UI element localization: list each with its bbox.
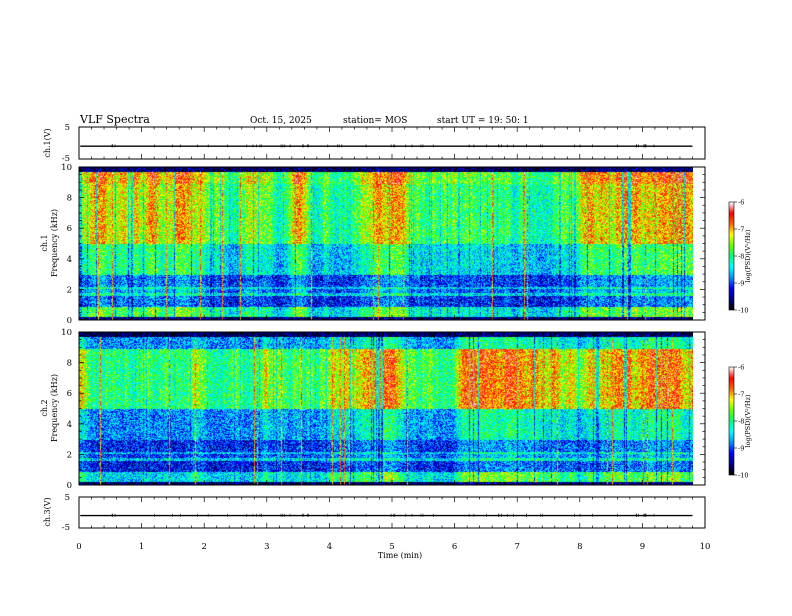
time-axis-label: Time (min) (378, 551, 422, 560)
time-tick-label: 2 (201, 542, 206, 552)
frequency-tick-label: 6 (67, 224, 72, 234)
ch3-ytick-bottom: -5 (62, 523, 70, 533)
time-tick-label: 5 (389, 542, 394, 552)
ch2-spectrogram-ylabel-channel: ch.2 (40, 399, 49, 416)
frequency-tick-label: 6 (67, 389, 72, 399)
time-tick-label: 9 (640, 542, 645, 552)
frequency-tick-label: 4 (67, 255, 72, 265)
ch1-colorbar: -6 -7 -8 -9 -10 log(PSD)(V²/Hz) (728, 199, 752, 315)
ch2-spectrogram-panel: 0 2 4 6 8 10 ch.2 Frequency (kHz) (40, 328, 706, 491)
colorbar-tick-label: -8 (738, 253, 744, 261)
ch1-spectrogram-ylabel-channel: ch.1 (40, 234, 49, 251)
colorbar-tick-label: -9 (738, 280, 744, 288)
colorbar-tick-label: -6 (738, 199, 744, 207)
ch1-waveform-panel: 5 -5 ch.1(V) (43, 123, 706, 164)
time-tick-label: 7 (514, 542, 519, 552)
time-tick-label: 3 (264, 542, 269, 552)
ch3-waveform-ylabel: ch.3(V) (43, 497, 52, 526)
ch2-colorbar-gradient (729, 367, 734, 475)
ch1-ytick-top: 5 (65, 123, 70, 133)
ch1-spectrogram-panel: 0 2 4 6 8 10 ch.1 Frequency (kHz) (40, 163, 706, 326)
ch1-spectrogram-ylabel-frequency: Frequency (kHz) (50, 209, 59, 277)
ch1-spectrogram-heatmap (79, 167, 693, 320)
frequency-tick-label: 8 (67, 359, 72, 369)
colorbar-tick-label: -7 (738, 391, 744, 399)
ch1-colorbar-ticks: -6 -7 -8 -9 -10 (734, 199, 748, 315)
colorbar-tick-label: -10 (738, 472, 748, 480)
start-time-label: start UT = 19: 50: 1 (437, 116, 529, 126)
ch1-spectrogram-yticks: 0 2 4 6 8 10 (61, 163, 705, 326)
time-tick-label: 1 (139, 542, 144, 552)
time-axis-tick-labels: 0 1 2 3 4 5 6 7 8 9 10 (76, 542, 710, 552)
colorbar-tick-label: -9 (738, 445, 744, 453)
ch1-colorbar-gradient (729, 202, 734, 310)
date-label: Oct. 15, 2025 (250, 116, 312, 126)
frequency-tick-label: 8 (67, 194, 72, 204)
colorbar-tick-label: -6 (738, 364, 744, 372)
colorbar-tick-label: -7 (738, 226, 744, 234)
ch1-waveform-trace (78, 144, 693, 148)
colorbar-tick-label: -8 (738, 418, 744, 426)
frequency-tick-label: 0 (67, 481, 72, 491)
ch2-colorbar-ticks: -6 -7 -8 -9 -10 (734, 364, 748, 480)
frequency-tick-label: 4 (67, 420, 72, 430)
ch2-colorbar-label: log(PSD)(V²/Hz) (744, 394, 752, 447)
frequency-tick-label: 2 (67, 450, 72, 460)
time-axis-ticks (78, 127, 706, 528)
ch2-spectrogram-ylabel-frequency: Frequency (kHz) (50, 374, 59, 442)
time-tick-label: 8 (577, 542, 582, 552)
ch1-ytick-bottom: -5 (62, 154, 70, 164)
ch2-spectrogram-heatmap (79, 332, 693, 485)
time-tick-label: 0 (76, 542, 81, 552)
ch3-waveform-trace (78, 513, 693, 517)
frequency-tick-label: 0 (67, 316, 72, 326)
time-tick-label: 10 (700, 542, 711, 552)
station-label: station= MOS (343, 116, 407, 126)
time-tick-label: 4 (327, 542, 332, 552)
colorbar-tick-label: -10 (738, 307, 748, 315)
ch2-colorbar: -6 -7 -8 -9 -10 log(PSD)(V²/Hz) (728, 364, 752, 480)
ch3-ytick-top: 5 (65, 493, 70, 503)
ch3-waveform-panel: 5 -5 ch.3(V) (43, 493, 706, 533)
frequency-tick-label: 2 (67, 285, 72, 295)
ch1-colorbar-label: log(PSD)(V²/Hz) (744, 229, 752, 282)
ch1-waveform-ylabel: ch.1(V) (43, 128, 52, 157)
ch2-spectrogram-yticks: 0 2 4 6 8 10 (61, 328, 705, 491)
time-tick-label: 6 (452, 542, 457, 552)
frequency-tick-label: 10 (61, 163, 72, 173)
figure-title: VLF Spectra (79, 113, 150, 126)
frequency-tick-label: 10 (61, 328, 72, 338)
